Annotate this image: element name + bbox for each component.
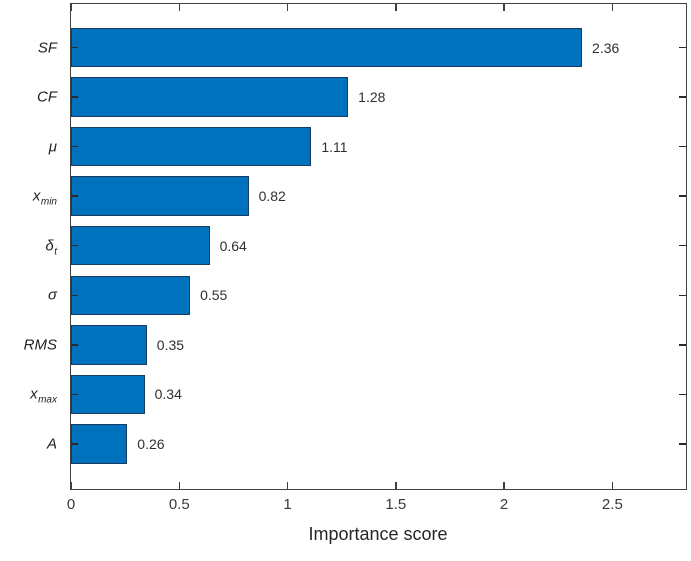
y-category-label-text: δ: [45, 237, 54, 255]
bar-value-label: 0.82: [258, 188, 286, 205]
bar: [71, 325, 147, 365]
x-axis-tick-top: [395, 4, 397, 11]
y-category-label-subscript: t: [54, 246, 57, 258]
y-category-label: RMS: [0, 336, 57, 353]
y-category-label: δt: [0, 237, 57, 258]
y-axis-tick-right: [679, 46, 686, 49]
x-axis-tick-bottom: [503, 482, 505, 489]
y-axis-tick: [71, 443, 78, 445]
y-category-label-text: CF: [37, 88, 57, 106]
bar-value-label: 0.34: [154, 386, 182, 403]
bar: [71, 176, 249, 216]
y-category-label-subscript: min: [40, 196, 57, 208]
bar: [71, 126, 312, 167]
y-category-label: xmax: [0, 385, 57, 406]
y-axis-tick-right: [679, 244, 686, 247]
y-axis-tick: [71, 195, 78, 197]
x-axis-tick-top: [70, 4, 72, 11]
y-axis-tick: [71, 96, 78, 98]
x-tick-label: 2.5: [601, 496, 623, 513]
bar: [71, 424, 128, 464]
y-category-label-text: A: [46, 435, 57, 453]
y-axis-tick-right: [679, 344, 686, 346]
x-axis-tick-bottom: [178, 482, 181, 489]
x-axis-tick-bottom: [70, 482, 72, 489]
y-axis-tick-right: [679, 443, 686, 445]
bar-value-label: 0.26: [137, 435, 165, 452]
y-axis-tick: [71, 393, 78, 396]
y-category-label: μ: [0, 138, 57, 155]
x-axis-tick-bottom: [395, 482, 397, 489]
y-category-label-subscript: max: [38, 394, 57, 406]
x-axis-tick-top: [286, 4, 289, 11]
y-category-label: xmin: [0, 187, 57, 208]
y-category-label: A: [0, 435, 57, 452]
x-tick-label: 1.5: [385, 496, 407, 513]
bar: [71, 275, 191, 315]
x-axis-tick-top: [503, 4, 505, 11]
y-category-label-text: x: [32, 187, 41, 205]
y-axis-tick-right: [679, 294, 686, 296]
y-axis-tick: [71, 244, 78, 247]
y-axis-tick: [71, 344, 78, 346]
x-axis-tick-top: [178, 4, 181, 11]
x-tick-label: 0.5: [168, 496, 190, 513]
bar: [71, 27, 583, 68]
y-category-label: CF: [0, 89, 57, 106]
x-axis-title: Importance score: [308, 524, 448, 544]
bar: [71, 374, 145, 415]
y-category-label-text: x: [30, 385, 38, 403]
y-category-label-text: RMS: [23, 336, 57, 354]
y-category-label: SF: [0, 39, 57, 56]
y-axis-tick: [71, 46, 78, 49]
y-axis-tick: [71, 145, 78, 148]
x-tick-label: 0: [66, 496, 76, 513]
y-category-label: σ: [0, 287, 57, 304]
y-axis-tick-right: [679, 96, 686, 98]
bar-value-label: 1.11: [321, 138, 348, 155]
y-axis-tick-right: [679, 195, 686, 197]
bar-value-label: 2.36: [592, 39, 620, 56]
x-axis-tick-top: [611, 4, 614, 11]
bar: [71, 77, 349, 117]
y-category-label-text: σ: [47, 286, 57, 304]
x-axis-tick-bottom: [286, 482, 289, 489]
y-axis-tick-right: [679, 393, 686, 396]
bar-value-label: 0.64: [219, 237, 247, 254]
y-category-label-text: μ: [48, 138, 57, 156]
x-tick-label: 2: [499, 496, 509, 513]
plot-area: 2.36 1.28 1.11 0.82 0.64 0.55 0.35 0.34 0.26: [70, 3, 687, 490]
x-tick-label: 1: [283, 496, 292, 513]
bar-value-label: 1.28: [358, 89, 386, 106]
y-axis-tick-right: [679, 145, 686, 148]
y-axis-tick: [71, 294, 78, 296]
y-category-label-text: SF: [37, 39, 57, 56]
x-axis-tick-bottom: [611, 482, 614, 489]
bar-value-label: 0.35: [156, 336, 185, 353]
bar: [71, 225, 210, 266]
bar-value-label: 0.55: [200, 287, 228, 304]
